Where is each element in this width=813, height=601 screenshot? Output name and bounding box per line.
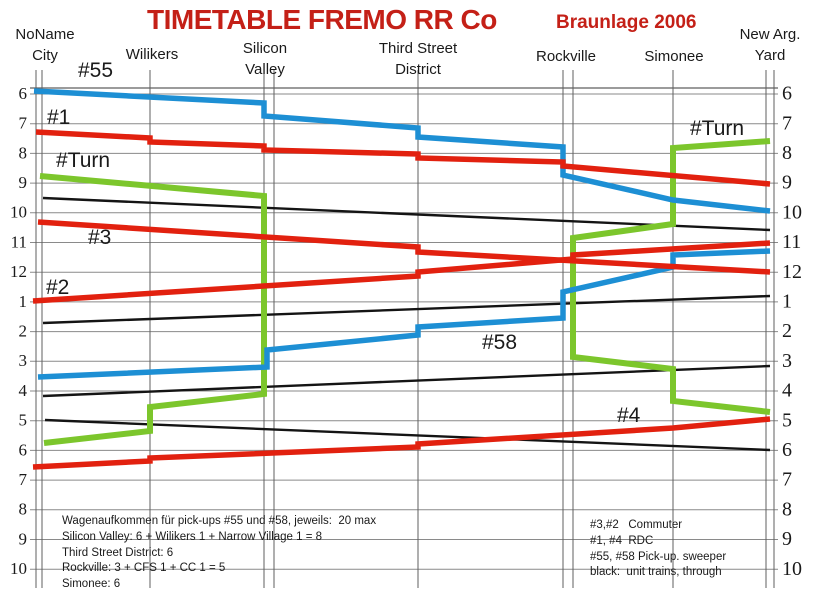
hour-label-right: 10 [782, 201, 802, 223]
station-name: Wilikers [125, 46, 179, 63]
hour-label-right: 7 [782, 469, 792, 491]
station-name: Simonee [644, 48, 704, 65]
station-name: Rockville [535, 48, 597, 65]
train-label-4: #4 [617, 404, 641, 427]
train-label-Turn: #Turn [690, 117, 745, 140]
note-line: #1, #4 RDC [590, 534, 654, 547]
hour-label-right: 3 [782, 350, 792, 372]
hour-label-right: 6 [782, 83, 792, 105]
train-line-#55 [33, 88, 771, 214]
train-label-55: #55 [78, 59, 114, 82]
hour-label-right: 6 [782, 439, 792, 461]
train-label-3: #3 [88, 226, 112, 249]
station-name: New Arg. Yard [739, 26, 801, 64]
train-label-Turn: #Turn [56, 149, 111, 172]
hour-label-left: 8 [19, 500, 28, 519]
station-name: Silicon Valley [242, 40, 288, 78]
hour-label-right: 8 [782, 498, 792, 520]
hour-label-left: 6 [19, 84, 28, 103]
hour-label-left: 9 [19, 173, 28, 192]
note-line: Third Street District: 6 [62, 546, 174, 559]
hour-label-left: 5 [19, 411, 28, 430]
hour-label-left: 9 [19, 529, 28, 548]
notes-freight-pickups: Wagenaufkommen für pick-ups #55 und #58,… [62, 514, 376, 593]
hour-label-left: 1 [19, 292, 28, 311]
hour-label-left: 2 [19, 322, 28, 341]
note-line: Simonee: 6 [62, 578, 121, 591]
hour-label-left: 12 [10, 262, 27, 281]
train-line-unit-train-2 [42, 294, 771, 325]
note-line: Rockville: 3 + CFS 1 + CC 1 = 5 [62, 562, 226, 575]
station-name: NoName City [15, 26, 75, 64]
hour-label-right: 12 [782, 261, 802, 283]
hour-label-right: 7 [782, 112, 792, 134]
train-line-#2 [32, 240, 771, 304]
hour-label-left: 7 [19, 470, 28, 489]
page-title: TIMETABLE FREMO RR Co [147, 4, 497, 35]
hour-label-right: 1 [782, 290, 792, 312]
station-name: Third Street District [378, 40, 458, 78]
hour-label-right: 4 [782, 380, 792, 402]
hour-label-right: 5 [782, 409, 792, 431]
train-line-#3 [37, 219, 771, 275]
train-line-unit-train-3 [42, 364, 771, 398]
train-line-unit-train-4 [44, 418, 771, 452]
note-line: #55, #58 Pick-up. sweeper [590, 550, 727, 563]
note-line: #3,#2 Commuter [590, 519, 683, 531]
train-line-#Turn-east [570, 138, 771, 415]
hour-label-left: 4 [19, 381, 28, 400]
train-label-58: #58 [482, 331, 518, 354]
note-line: Silicon Valley: 6 + Wilikers 1 + Narrow … [62, 530, 323, 543]
note-line: Wagenaufkommen für pick-ups #55 und #58,… [62, 515, 377, 527]
hour-label-right: 2 [782, 320, 792, 342]
hour-label-right: 11 [782, 231, 801, 253]
hour-label-right: 10 [782, 558, 802, 580]
hour-label-left: 10 [10, 203, 27, 222]
train-line-#Turn-west [39, 173, 267, 446]
hour-label-right: 8 [782, 142, 792, 164]
train-line-#4 [32, 416, 771, 470]
train-line-#1 [35, 129, 771, 187]
notes-train-legend: #3,#2 Commuter #1, #4 RDC #55, #58 Pick-up… [590, 518, 726, 581]
hour-label-left: 11 [11, 232, 27, 251]
hour-label-right: 9 [782, 528, 792, 550]
hour-label-left: 7 [19, 114, 28, 133]
train-line-#58 [37, 248, 771, 380]
hour-label-left: 3 [19, 351, 28, 370]
hour-label-left: 6 [19, 440, 28, 459]
note-line: black: unit trains, through [590, 566, 722, 579]
train-label-1: #1 [47, 106, 71, 129]
train-label-2: #2 [46, 276, 70, 299]
hour-label-left: 8 [19, 143, 28, 162]
page-subtitle: Braunlage 2006 [556, 12, 697, 33]
hour-label-left: 10 [10, 559, 27, 578]
hour-label-right: 9 [782, 172, 792, 194]
